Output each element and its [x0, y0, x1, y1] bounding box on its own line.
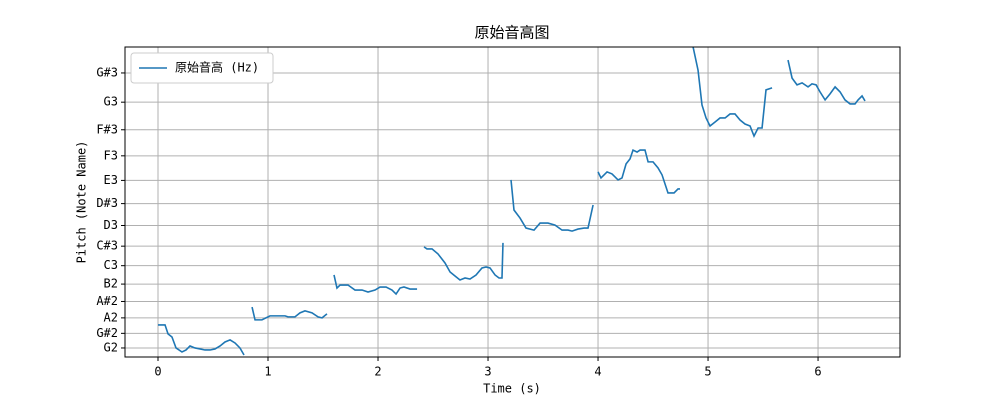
- x-tick-label: 0: [154, 365, 161, 379]
- x-tick-label: 6: [814, 365, 821, 379]
- y-tick-label: G#3: [96, 65, 118, 79]
- y-tick-label: D#3: [96, 196, 118, 210]
- plot-frame: [124, 46, 901, 358]
- y-tick-label: C3: [104, 258, 118, 272]
- legend-box: [130, 52, 274, 84]
- y-tick-label: E3: [104, 173, 118, 187]
- y-tick-label: G3: [104, 95, 118, 109]
- y-tick-label: G#2: [96, 326, 118, 340]
- x-axis-label: Time (s): [483, 382, 541, 396]
- y-tick-label: F#3: [96, 122, 118, 136]
- chart-title: 原始音高图: [474, 24, 549, 42]
- x-tick-label: 5: [704, 365, 711, 379]
- y-tick-label: D3: [104, 218, 118, 232]
- y-tick-label: B2: [104, 277, 118, 291]
- data-line: [158, 47, 866, 356]
- legend: 原始音高 (Hz): [130, 52, 274, 84]
- x-tick-label: 1: [264, 365, 271, 379]
- y-tick-label: F3: [104, 148, 118, 162]
- legend-label: 原始音高 (Hz): [175, 60, 259, 75]
- y-axis-label: Pitch (Note Name): [75, 141, 89, 264]
- y-tick-label: A2: [104, 310, 118, 324]
- y-tick-label: C#3: [96, 239, 118, 253]
- x-tick-label: 4: [594, 365, 601, 379]
- x-tick-label: 2: [374, 365, 381, 379]
- y-tick-label: G2: [104, 340, 118, 354]
- y-tick-label: A#2: [96, 294, 118, 308]
- x-tick-label: 3: [484, 365, 491, 379]
